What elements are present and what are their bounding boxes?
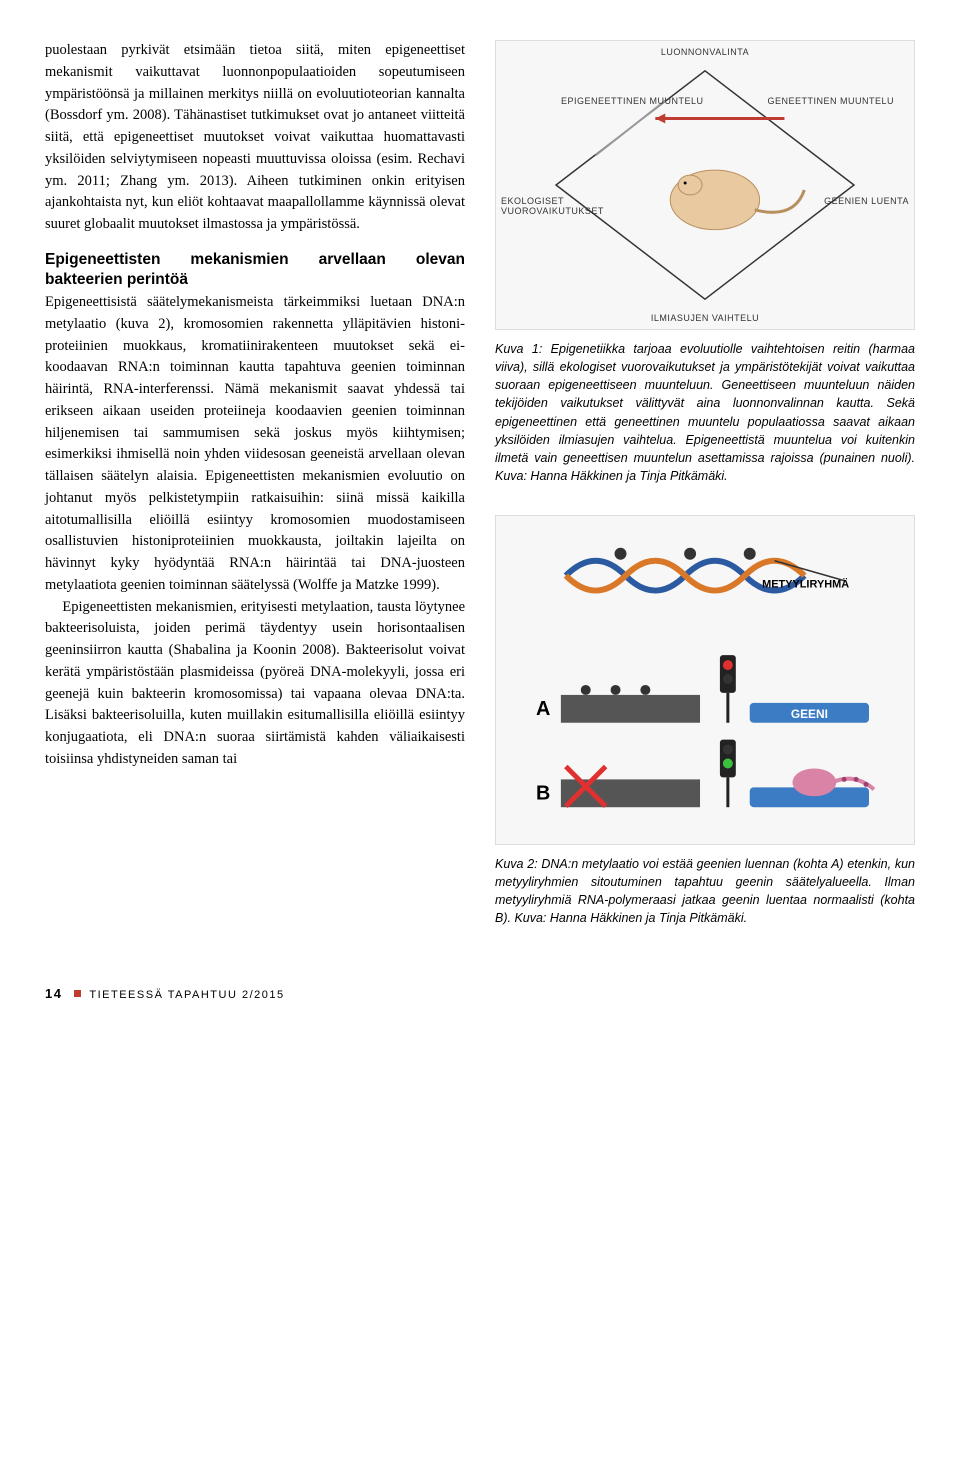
- fig2-label-gene-a: GEENI: [791, 707, 828, 721]
- journal-name: TIETEESSÄ TAPAHTUU 2/2015: [89, 989, 284, 1001]
- dna-methylation-svg: METYYLIRYHMÄ A GEENI B: [496, 516, 914, 844]
- fig1-label-left-lower: EKOLOGISET VUOROVAIKUTUKSET: [501, 196, 581, 216]
- fig1-label-right-upper: GENEETTINEN MUUNTELU: [767, 96, 894, 106]
- footer-square-icon: [74, 990, 81, 997]
- figure-2-diagram: METYYLIRYHMÄ A GEENI B: [495, 515, 915, 845]
- fig2-label-b: B: [536, 782, 550, 804]
- fig1-label-bottom: ILMIASUJEN VAIHTELU: [651, 313, 759, 323]
- figure-1: LUONNONVALINTA EPIGENEETTINEN MUUNTELU G…: [495, 40, 915, 485]
- paragraph-3: Epigeneettisten mekanismien, erityises­t…: [45, 597, 465, 771]
- body-text-block: puolestaan pyrkivät etsimään tietoa siit…: [45, 40, 465, 771]
- paragraph-2: Epigeneettisistä säätelymekanismeista tä…: [45, 292, 465, 597]
- section-heading: Epigeneettisten mekanismien arvellaan ol…: [45, 250, 465, 290]
- fig2-label-methyl: METYYLIRYHMÄ: [762, 578, 849, 591]
- figure-1-caption: Kuva 1: Epigenetiikka tarjoaa evoluutiol…: [495, 340, 915, 485]
- figure-1-diagram: LUONNONVALINTA EPIGENEETTINEN MUUNTELU G…: [495, 40, 915, 330]
- left-column: puolestaan pyrkivät etsimään tietoa siit…: [45, 40, 465, 936]
- fig2-label-a: A: [536, 698, 550, 720]
- evolution-diagram-svg: [496, 41, 914, 329]
- figure-2-caption: Kuva 2: DNA:n metylaatio voi estää geeni…: [495, 855, 915, 928]
- fig1-label-left-upper: EPIGENEETTINEN MUUNTELU: [561, 96, 704, 106]
- fig1-label-right-lower: GEENIEN LUENTA: [824, 196, 909, 206]
- page-footer: 14 TIETEESSÄ TAPAHTUU 2/2015: [45, 986, 915, 1001]
- paragraph-1: puolestaan pyrkivät etsimään tietoa siit…: [45, 40, 465, 236]
- page-container: puolestaan pyrkivät etsimään tietoa siit…: [45, 40, 915, 936]
- fig1-label-top: LUONNONVALINTA: [661, 47, 749, 57]
- figure-2: METYYLIRYHMÄ A GEENI B: [495, 515, 915, 928]
- right-column: LUONNONVALINTA EPIGENEETTINEN MUUNTELU G…: [495, 40, 915, 936]
- page-number: 14: [45, 986, 62, 1001]
